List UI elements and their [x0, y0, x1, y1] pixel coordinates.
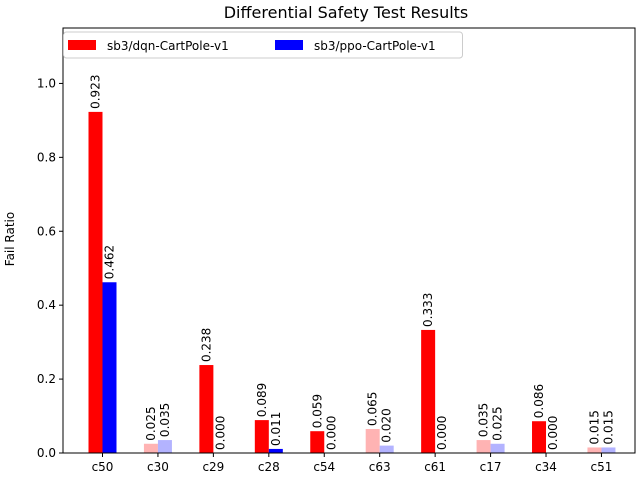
dqn-bar — [143, 443, 158, 453]
ppo-bar-label: 0.025 — [491, 406, 505, 440]
x-tick-label: c17 — [480, 460, 502, 474]
ppo-bar-label: 0.000 — [213, 416, 227, 450]
x-tick-label: c30 — [147, 460, 169, 474]
chart-title: Differential Safety Test Results — [224, 3, 469, 22]
ppo-bar-label: 0.000 — [435, 416, 449, 450]
legend-label: sb3/dqn-CartPole-v1 — [107, 39, 229, 53]
dqn-bar — [421, 329, 436, 453]
ppo-bar-label: 0.020 — [380, 408, 394, 442]
x-tick-label: c54 — [313, 460, 335, 474]
dqn-bar-label: 0.015 — [587, 410, 601, 444]
x-tick-label: c34 — [535, 460, 557, 474]
y-tick-label: 1.0 — [37, 76, 56, 90]
ppo-bar — [102, 282, 117, 453]
x-axis-ticks: c50 c30 c29 c28 c54 c63 c61 c17 c34 c51 — [92, 453, 613, 474]
y-tick-label: 0.2 — [37, 372, 56, 386]
ppo-bar-label: 0.000 — [546, 416, 560, 450]
legend-label: sb3/ppo-CartPole-v1 — [314, 39, 436, 53]
dqn-bar-label: 0.059 — [310, 394, 324, 428]
y-tick-label: 0.4 — [37, 298, 56, 312]
dqn-bar-label: 0.923 — [89, 75, 103, 109]
dqn-bar-label: 0.025 — [144, 406, 158, 440]
x-tick-label: c50 — [92, 460, 114, 474]
dqn-bar-label: 0.086 — [532, 384, 546, 418]
ppo-bar-label: 0.015 — [601, 410, 615, 444]
dqn-bar — [365, 428, 380, 453]
dqn-bar-label: 0.035 — [477, 403, 491, 437]
dqn-bar — [532, 421, 547, 453]
dqn-bar-label: 0.238 — [199, 328, 213, 362]
legend-swatch — [275, 40, 303, 50]
y-axis-label: Fail Ratio — [3, 212, 17, 266]
x-tick-label: c51 — [591, 460, 613, 474]
dqn-bar-label: 0.089 — [255, 383, 269, 417]
ppo-bar — [490, 443, 505, 453]
legend-box — [63, 31, 463, 59]
y-tick-label: 0.8 — [37, 150, 56, 164]
ppo-bar — [379, 445, 394, 453]
ppo-bar-label: 0.035 — [158, 403, 172, 437]
ppo-bar — [157, 440, 172, 453]
legend: sb3/dqn-CartPole-v1 sb3/ppo-CartPole-v1 — [63, 31, 463, 59]
dqn-bar — [254, 420, 269, 453]
x-tick-label: c61 — [424, 460, 446, 474]
dqn-bar — [476, 440, 491, 453]
ppo-bar — [268, 448, 283, 453]
dqn-bar — [199, 365, 214, 453]
dqn-bar — [88, 111, 103, 454]
y-tick-label: 0.0 — [37, 446, 56, 460]
bars — [88, 111, 616, 454]
plot-frame — [62, 27, 636, 454]
dqn-bar — [587, 447, 602, 453]
dqn-bar-label: 0.065 — [366, 392, 380, 426]
ppo-bar — [601, 447, 616, 453]
dqn-bar — [310, 431, 325, 453]
legend-swatch — [68, 40, 96, 50]
ppo-bar-label: 0.000 — [324, 416, 338, 450]
dqn-bar-label: 0.333 — [421, 293, 435, 327]
ppo-bar-label: 0.011 — [269, 412, 283, 446]
x-tick-label: c63 — [369, 460, 391, 474]
ppo-bar-label: 0.462 — [103, 245, 117, 279]
x-tick-label: c29 — [202, 460, 224, 474]
y-axis-ticks: 0.0 0.2 0.4 0.6 0.8 1.0 — [37, 76, 63, 460]
y-tick-label: 0.6 — [37, 224, 56, 238]
x-tick-label: c28 — [258, 460, 280, 474]
